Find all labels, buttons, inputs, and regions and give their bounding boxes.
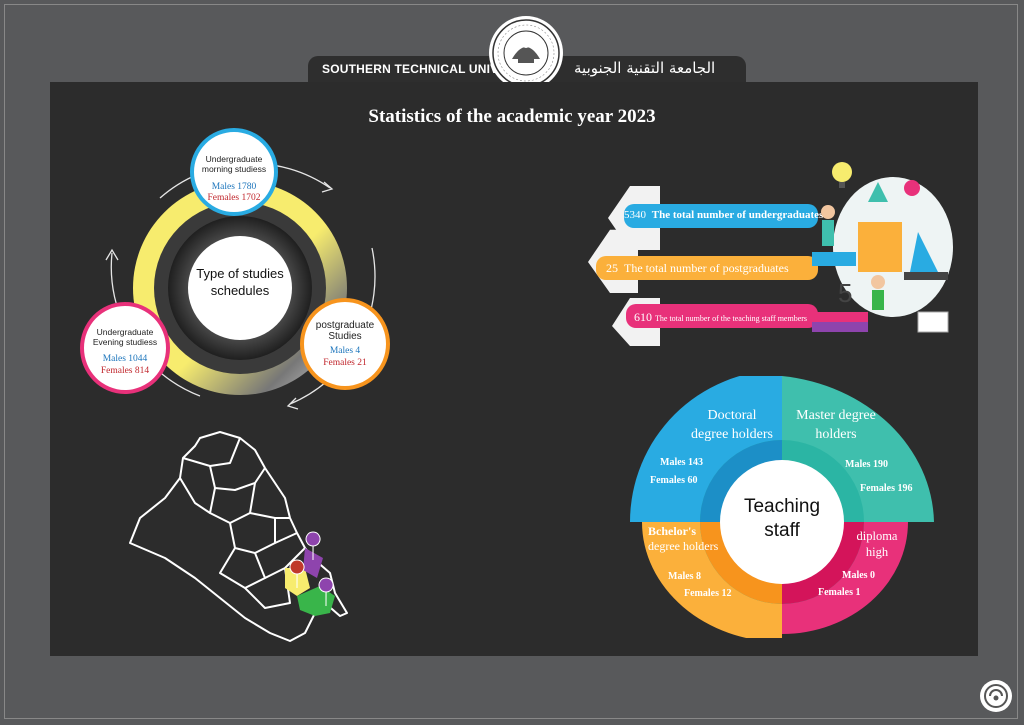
master-females: Females 196 — [860, 483, 913, 494]
postgraduate-studies-node — [300, 298, 390, 390]
diploma-label: diploma high — [844, 528, 910, 560]
postgraduate-females: Females 21 — [323, 358, 367, 368]
iraq-map — [129, 431, 348, 642]
totals-banners-shapes — [588, 186, 818, 346]
total-undergraduates: 5340 The total number of undergraduates — [624, 209, 823, 221]
bachelor-females: Females 12 — [684, 588, 732, 599]
page-title: Statistics of the academic year 2023 — [368, 106, 656, 127]
morning-label-line2: morning studiess — [201, 164, 267, 174]
total-postgraduates: 25 The total number of postgraduates — [606, 261, 789, 276]
postgraduate-studies-label: postgraduate Studies — [300, 320, 390, 342]
teaching-center-label: Teaching staff — [722, 495, 842, 543]
master-males: Males 190 — [845, 459, 889, 470]
doctoral-males: Males 143 — [660, 457, 704, 468]
evening-studies-label: Undergraduate Evening studiess — [80, 327, 170, 347]
svg-text:5: 5 — [838, 278, 852, 308]
postgraduate-males: Males 4 — [329, 346, 361, 356]
total-postgraduates-value: 25 — [606, 261, 618, 275]
total-undergraduates-value: 5340 — [624, 209, 646, 221]
diploma-label-line1: diploma — [856, 529, 898, 543]
bachelor-label: Bchelor's degree holders — [648, 524, 738, 554]
evening-studies-node — [80, 302, 170, 394]
morning-males: Males 1780 — [211, 182, 257, 192]
total-teaching-staff-value: 610 — [634, 310, 652, 324]
schedule-center-line2: schedules — [210, 283, 270, 298]
total-teaching-staff-label: The total number of the teaching staff m… — [655, 314, 808, 323]
diploma-females: Females 1 — [818, 587, 861, 598]
schedule-center-label: Type of studies schedules — [190, 265, 290, 299]
teaching-staff-chart — [630, 376, 934, 638]
doctoral-label-line2: degree holders — [690, 427, 774, 442]
doctoral-label-line1: Doctoral — [707, 408, 757, 423]
bachelor-label-line1: Bchelor's — [648, 524, 696, 538]
doctoral-label: Doctoral degree holders — [676, 406, 788, 444]
teaching-center-line1: Teaching — [743, 496, 821, 517]
doctoral-females: Females 60 — [650, 475, 698, 486]
postgraduate-label-line1: postgraduate — [315, 320, 375, 331]
bachelor-males: Males 8 — [668, 571, 702, 582]
evening-label-line2: Evening studiess — [92, 337, 158, 347]
university-seal-logo — [489, 16, 563, 90]
schedule-center-line1: Type of studies — [196, 266, 284, 281]
teaching-center-line2: staff — [764, 520, 800, 541]
morning-studies-label: Undergraduate morning studiess — [190, 154, 278, 174]
master-label-line2: holders — [815, 427, 857, 442]
morning-label-line1: Undergraduate — [205, 154, 263, 164]
page-frame — [4, 4, 1018, 719]
schedule-diagram — [105, 162, 376, 410]
evening-males: Males 1044 — [102, 354, 148, 364]
diploma-label-line2: high — [865, 545, 889, 559]
diploma-males: Males 0 — [842, 570, 876, 581]
total-teaching-staff: 610 The total number of the teaching sta… — [634, 310, 807, 325]
morning-females: Females 1702 — [207, 193, 261, 203]
evening-females: Females 814 — [100, 366, 150, 376]
master-label: Master degree holders — [780, 406, 892, 444]
university-name-ar: الجامعة التقنية الجنوبية — [574, 59, 716, 77]
total-postgraduates-label: The total number of postgraduates — [624, 261, 789, 275]
evening-label-line1: Undergraduate — [96, 327, 154, 337]
footer-logo-icon — [980, 680, 1012, 712]
master-label-line1: Master degree — [796, 408, 876, 423]
university-name-en: SOUTHERN TECHNICAL UNIVERSITY — [322, 62, 543, 76]
education-illustration: 5 — [808, 162, 953, 333]
bachelor-label-line2: degree holders — [648, 539, 719, 553]
morning-studies-node — [190, 128, 278, 216]
postgraduate-label-line2: Studies — [328, 331, 362, 342]
total-undergraduates-label: The total number of undergraduates — [651, 209, 824, 221]
